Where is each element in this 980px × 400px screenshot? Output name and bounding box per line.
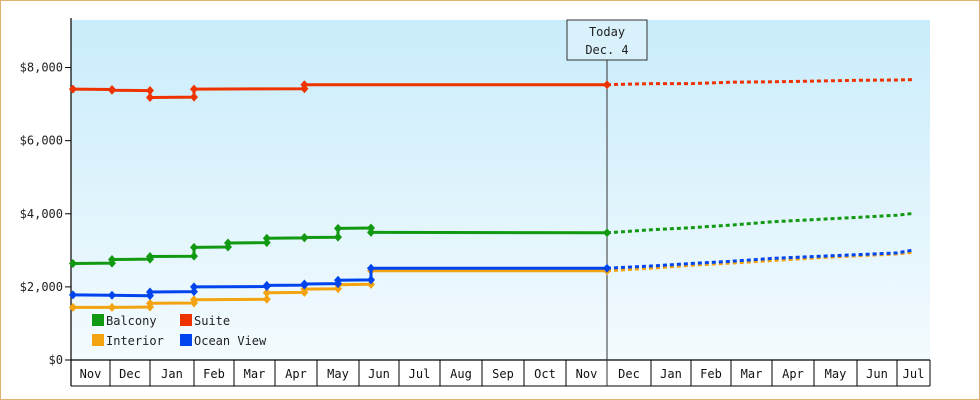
today-box — [566, 19, 648, 61]
x-tick-label: Oct — [534, 367, 556, 381]
y-tick-label: $8,000 — [20, 61, 63, 75]
data-point-balcony — [603, 228, 611, 238]
data-point-ocean-view — [334, 275, 342, 285]
legend-label-ocean-view: Ocean View — [194, 334, 267, 348]
data-point-balcony — [146, 252, 154, 262]
data-point-ocean-view — [367, 263, 375, 273]
x-tick-label: Jul — [903, 367, 925, 381]
series-line-balcony — [72, 226, 608, 265]
data-point-suite — [300, 80, 309, 90]
legend-label-balcony: Balcony — [106, 314, 157, 328]
plot-background — [71, 20, 930, 360]
legend-label-interior: Interior — [106, 334, 164, 348]
x-tick-label: Apr — [285, 367, 307, 381]
data-point-balcony — [108, 254, 116, 264]
x-tick-label: Jun — [368, 367, 390, 381]
data-point-interior — [190, 295, 198, 305]
series-projection-balcony — [606, 211, 914, 235]
x-tick-label: Aug — [450, 367, 472, 381]
data-point-balcony — [190, 242, 198, 252]
data-point-balcony — [367, 227, 375, 237]
data-point-suite — [108, 85, 116, 95]
data-point-interior — [68, 302, 77, 312]
data-point-ocean-view — [146, 287, 154, 297]
data-point-balcony — [334, 223, 342, 233]
data-point-ocean-view — [68, 290, 77, 300]
x-tick-label: Jul — [409, 367, 431, 381]
data-point-balcony — [262, 233, 271, 243]
today-label: Today — [589, 25, 625, 39]
data-point-balcony — [334, 232, 342, 242]
data-point-balcony — [190, 251, 198, 261]
today-date: Dec. 4 — [585, 43, 628, 57]
series-projection-suite — [606, 78, 914, 87]
y-tick-label: $6,000 — [20, 134, 63, 148]
data-point-suite — [146, 93, 154, 103]
data-point-ocean-view — [108, 290, 116, 300]
data-point-ocean-view — [262, 280, 271, 290]
x-tick-label: Mar — [244, 367, 266, 381]
legend-label-suite: Suite — [194, 314, 230, 328]
y-tick-label: $4,000 — [20, 207, 63, 221]
data-point-balcony — [300, 233, 309, 243]
data-point-suite — [190, 84, 198, 94]
x-tick-label: Dec — [119, 367, 141, 381]
data-point-ocean-view — [300, 279, 309, 289]
x-tick-label: Sep — [492, 367, 514, 381]
legend-swatch-ocean-view — [180, 334, 192, 346]
series-projection-interior — [606, 250, 914, 273]
data-point-interior — [262, 288, 271, 298]
x-tick-label: Jan — [161, 367, 183, 381]
data-point-ocean-view — [603, 263, 611, 273]
data-point-balcony — [224, 238, 232, 248]
data-point-ocean-view — [190, 282, 198, 292]
x-tick-label: May — [825, 367, 847, 381]
data-point-ocean-view — [367, 275, 375, 285]
x-tick-label: Feb — [203, 367, 225, 381]
x-tick-label: Nov — [576, 367, 598, 381]
data-point-suite — [146, 86, 154, 96]
x-tick-label: Nov — [80, 367, 102, 381]
x-tick-label: Dec — [618, 367, 640, 381]
legend-swatch-balcony — [92, 314, 104, 326]
data-point-interior — [108, 302, 116, 312]
x-tick-label: Jan — [660, 367, 682, 381]
legend-swatch-suite — [180, 314, 192, 326]
data-point-interior — [262, 294, 271, 304]
x-tick-label: Jun — [866, 367, 888, 381]
x-tick-label: Apr — [782, 367, 804, 381]
y-tick-label: $2,000 — [20, 280, 63, 294]
series-projection-ocean-view — [606, 248, 914, 270]
data-point-suite — [190, 92, 198, 102]
data-point-ocean-view — [190, 287, 198, 297]
y-tick-label: $0 — [49, 353, 63, 367]
x-tick-label: Feb — [700, 367, 722, 381]
data-point-interior — [146, 298, 154, 308]
data-point-suite — [603, 80, 611, 90]
data-point-balcony — [68, 258, 77, 268]
x-tick-label: Mar — [741, 367, 763, 381]
x-tick-label: May — [327, 367, 349, 381]
data-point-suite — [68, 84, 77, 94]
legend-swatch-interior — [92, 334, 104, 346]
